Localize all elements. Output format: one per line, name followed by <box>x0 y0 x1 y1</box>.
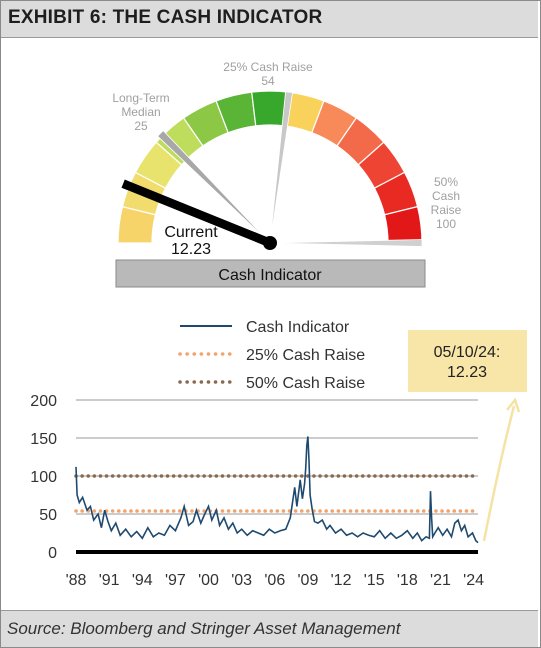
svg-text:Median: Median <box>121 105 160 119</box>
svg-text:Raise: Raise <box>431 203 462 217</box>
raise50-label: 50% Cash Raise 100 <box>431 175 462 231</box>
svg-text:12.23: 12.23 <box>171 241 211 258</box>
gauge-needle-raise50 <box>269 239 423 247</box>
source-note: Source: Bloomberg and Stringer Asset Man… <box>7 619 401 638</box>
svg-text:100: 100 <box>436 217 456 231</box>
svg-text:54: 54 <box>261 74 275 88</box>
exhibit-title: EXHIBIT 6: THE CASH INDICATOR <box>8 7 323 28</box>
legend-label-25-raise: 25% Cash Raise <box>246 347 365 364</box>
cash-indicator-bar <box>115 259 426 288</box>
x-tick-label: '18 <box>397 572 418 589</box>
callout-date: 05/10/24: <box>434 344 501 361</box>
legend-label-50-raise: 50% Cash Raise <box>246 375 365 392</box>
cash-indicator-gauge: Long-Term Median 25 25% Cash Raise 54 50… <box>112 60 462 288</box>
svg-text:Cash: Cash <box>432 189 460 203</box>
callout-box: 05/10/24: 12.23 <box>408 330 527 392</box>
y-tick-label: 100 <box>30 469 57 486</box>
x-tick-label: '12 <box>331 572 352 589</box>
svg-text:25: 25 <box>134 119 148 133</box>
x-tick-label: '97 <box>165 572 186 589</box>
svg-text:25% Cash Raise: 25% Cash Raise <box>223 60 313 74</box>
x-tick-label: '88 <box>66 572 87 589</box>
gauge-pivot <box>263 236 277 250</box>
gauge-needle-median <box>156 129 271 244</box>
raise25-label: 25% Cash Raise 54 <box>223 60 313 88</box>
x-tick-label: '24 <box>463 572 484 589</box>
x-tick-label: '21 <box>430 572 451 589</box>
y-tick-label: 150 <box>30 431 57 448</box>
x-tick-label: '91 <box>99 572 120 589</box>
x-tick-label: '03 <box>231 572 252 589</box>
svg-text:Long-Term: Long-Term <box>112 91 169 105</box>
callout-arrow <box>482 405 516 542</box>
legend-label-cash-indicator: Cash Indicator <box>246 319 350 336</box>
svg-text:Current: Current <box>164 224 218 241</box>
callout-arrowhead <box>506 397 521 413</box>
chart-legend: Cash Indicator 25% Cash Raise 50% Cash R… <box>178 319 365 392</box>
x-tick-label: '09 <box>297 572 318 589</box>
svg-text:50%: 50% <box>434 175 458 189</box>
series-line-cash-indicator <box>75 436 479 544</box>
exhibit-footer: Source: Bloomberg and Stringer Asset Man… <box>1 610 538 647</box>
y-tick-label: 50 <box>39 507 57 524</box>
x-tick-label: '06 <box>264 572 285 589</box>
current-label: Current 12.23 <box>164 224 218 258</box>
gauge-needle-raise25 <box>269 91 293 244</box>
y-tick-label: 0 <box>48 545 57 562</box>
median-label: Long-Term Median 25 <box>112 91 169 133</box>
exhibit-header: EXHIBIT 6: THE CASH INDICATOR <box>1 1 538 38</box>
callout-value: 12.23 <box>447 364 487 381</box>
cash-indicator-bar-label: Cash Indicator <box>218 267 322 284</box>
x-tick-label: '94 <box>132 572 153 589</box>
y-tick-label: 200 <box>30 393 57 410</box>
x-tick-label: '15 <box>364 572 385 589</box>
cash-indicator-line-chart: 0 50 100 150 200 '88 '91 '94 '97 '00 '03 '06 '09 '12… <box>30 319 527 589</box>
x-tick-label: '00 <box>198 572 219 589</box>
